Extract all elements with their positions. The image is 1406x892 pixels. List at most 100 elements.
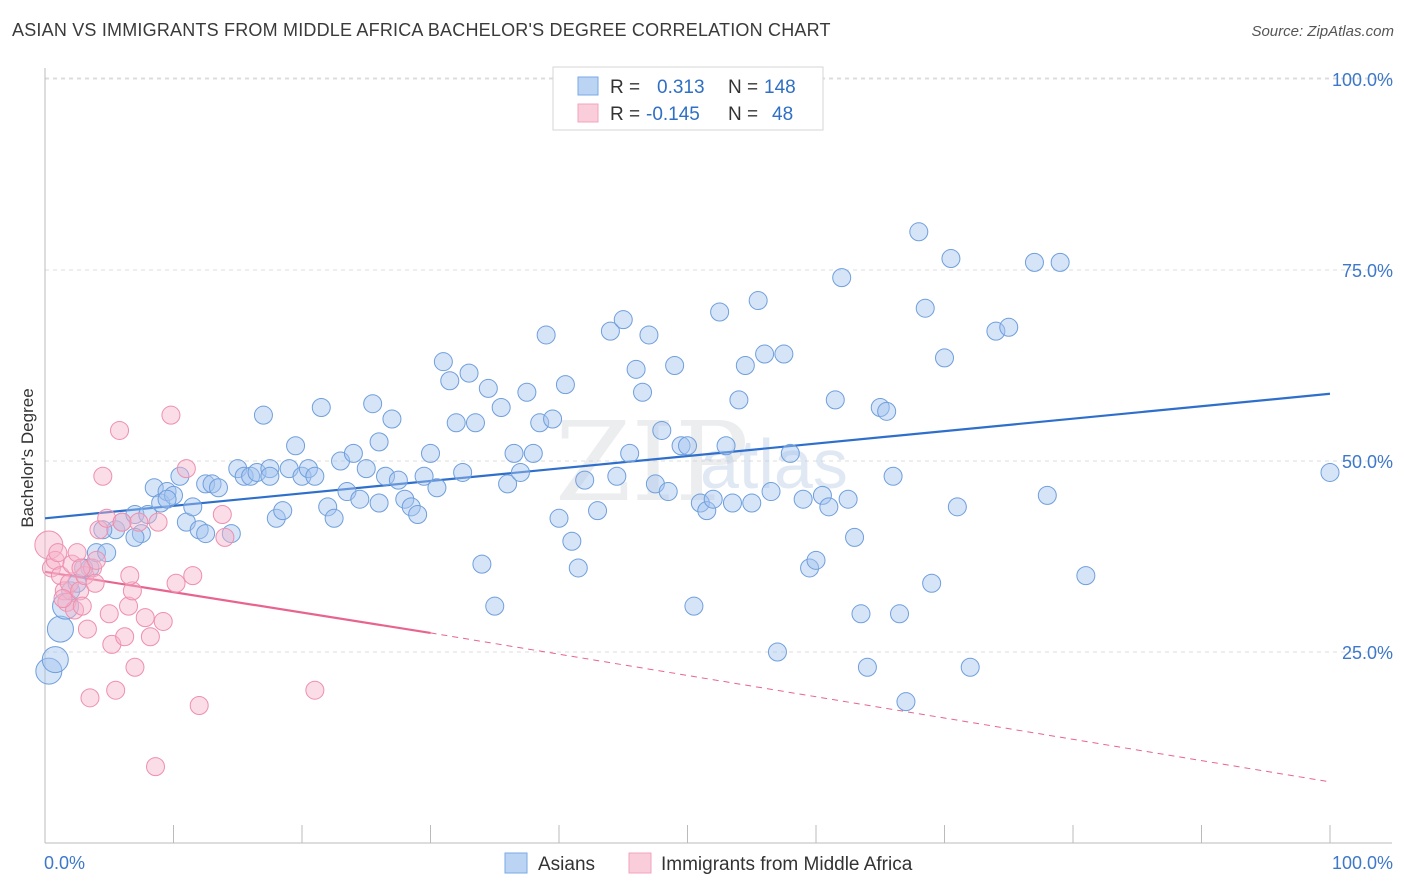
point-asians	[857, 657, 877, 677]
legend: R = 0.313 N = 148 R = -0.145 N = 48	[552, 66, 824, 131]
point-africa	[215, 527, 235, 547]
point-asians	[729, 390, 749, 410]
point-asians	[588, 501, 608, 521]
point-asians	[427, 478, 447, 498]
point-asians	[549, 508, 569, 528]
point-asians	[125, 527, 145, 547]
point-asians	[568, 558, 588, 578]
point-asians	[909, 222, 929, 242]
point-asians	[453, 462, 473, 482]
point-asians	[376, 466, 396, 486]
point-asians	[421, 443, 440, 463]
point-asians	[408, 504, 428, 524]
point-africa	[57, 592, 77, 612]
point-asians	[742, 493, 762, 513]
point-asians	[536, 325, 556, 345]
point-asians	[530, 413, 550, 433]
point-asians	[318, 497, 338, 517]
point-asians	[1037, 485, 1057, 505]
legend-n-value-2: 48	[772, 104, 793, 125]
bottom-legend-label-africa: Immigrants from Middle Africa	[661, 854, 913, 875]
point-asians	[196, 524, 216, 544]
point-asians	[208, 478, 228, 498]
point-asians	[710, 302, 730, 322]
point-asians	[806, 550, 826, 570]
point-asians	[1050, 252, 1070, 272]
point-asians	[613, 310, 633, 330]
point-asians	[626, 359, 646, 379]
point-asians	[234, 466, 254, 486]
legend-r-label-1: R =	[610, 77, 640, 98]
point-asians	[324, 508, 344, 528]
point-africa	[48, 543, 68, 563]
point-asians	[735, 356, 755, 375]
point-asians	[555, 375, 575, 395]
bottom-legend: Asians Immigrants from Middle Africa	[504, 852, 913, 875]
point-asians	[845, 527, 865, 547]
point-asians	[947, 497, 967, 517]
point-africa	[146, 757, 166, 777]
point-asians	[343, 443, 363, 463]
point-africa	[148, 512, 168, 532]
point-africa	[67, 543, 87, 563]
point-asians	[369, 493, 389, 513]
point-asians	[774, 344, 794, 364]
source-label: Source: ZipAtlas.com	[1251, 23, 1394, 40]
point-asians	[491, 398, 511, 418]
point-asians	[935, 348, 954, 368]
y-tick-label: 100.0%	[1332, 70, 1393, 90]
point-africa	[97, 508, 117, 528]
point-asians	[465, 413, 485, 433]
point-africa	[129, 512, 149, 532]
y-tick-label: 25.0%	[1342, 643, 1393, 663]
point-africa	[80, 688, 100, 708]
point-africa	[110, 420, 130, 440]
point-asians	[748, 291, 768, 311]
point-asians	[97, 543, 117, 563]
point-asians	[690, 493, 710, 513]
point-asians	[446, 413, 466, 433]
point-asians	[825, 390, 845, 410]
trend-line-asians	[44, 392, 1331, 520]
point-africa	[135, 608, 155, 628]
point-asians	[253, 405, 273, 425]
point-africa	[86, 550, 106, 570]
legend-swatch-asians	[577, 76, 599, 96]
point-africa	[106, 680, 126, 700]
point-asians	[41, 646, 69, 674]
chart-title: ASIAN VS IMMIGRANTS FROM MIDDLE AFRICA B…	[12, 20, 831, 40]
point-africa	[153, 611, 173, 631]
watermark: ZIP atlas	[555, 398, 848, 526]
point-africa	[189, 695, 209, 715]
point-asians	[46, 615, 74, 643]
point-asians	[941, 249, 961, 269]
point-africa	[166, 573, 186, 593]
point-asians	[440, 371, 460, 391]
point-asians	[684, 596, 704, 616]
point-asians	[363, 394, 383, 414]
point-asians	[350, 489, 370, 509]
point-asians	[1076, 566, 1096, 586]
point-africa	[115, 627, 135, 647]
point-asians	[671, 436, 691, 456]
trend-line-africa	[44, 570, 431, 634]
point-africa	[99, 604, 119, 624]
point-asians	[311, 398, 331, 418]
point-asians	[915, 298, 935, 318]
point-africa	[85, 573, 105, 593]
point-asians	[401, 497, 421, 517]
point-asians	[369, 432, 389, 452]
point-asians	[478, 378, 498, 398]
point-asians	[562, 531, 582, 551]
point-africa	[53, 589, 73, 609]
point-asians	[883, 466, 903, 486]
point-asians	[665, 356, 685, 375]
point-asians	[298, 459, 318, 479]
point-asians	[157, 489, 177, 509]
point-africa	[72, 596, 92, 616]
point-asians	[305, 466, 325, 486]
point-asians	[196, 474, 216, 494]
point-asians	[800, 558, 820, 578]
point-asians	[1320, 462, 1340, 482]
point-asians	[780, 443, 800, 463]
